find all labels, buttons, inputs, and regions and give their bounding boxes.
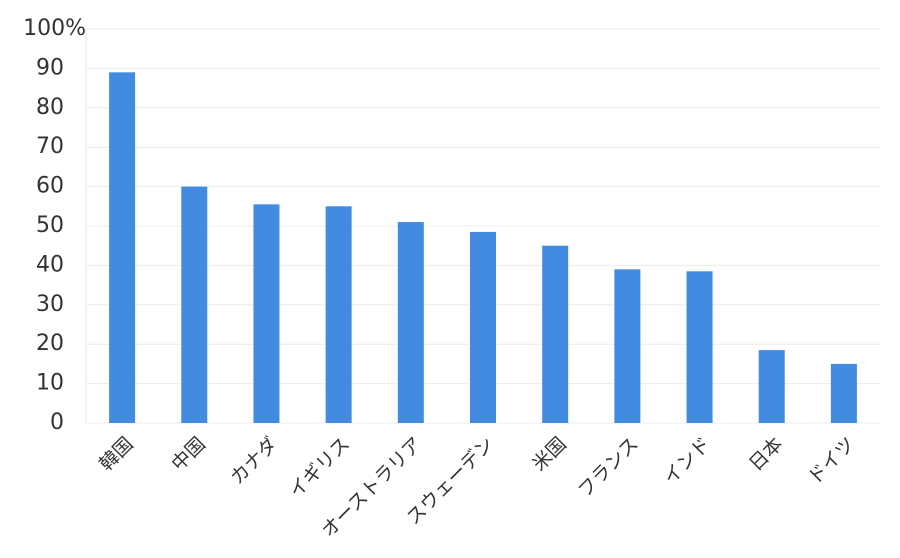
x-tick-label: 日本 [745, 433, 787, 475]
x-tick-label: インド [659, 433, 715, 489]
bar [542, 245, 569, 423]
y-tick-label: 80 [36, 95, 64, 120]
y-tick-label: 50 [36, 213, 64, 238]
y-tick-label: 70 [36, 134, 64, 159]
y-tick-label: 20 [36, 331, 64, 356]
y-tick-label: 0 [50, 410, 64, 435]
bar [253, 204, 280, 423]
x-tick-label: 米国 [528, 433, 570, 475]
bar [109, 72, 136, 423]
bar [614, 269, 641, 423]
x-tick-label: フランス [574, 433, 643, 502]
x-tick-label: ドイツ [804, 433, 860, 489]
bar [181, 186, 208, 423]
y-tick-label: 40 [36, 252, 64, 277]
y-tick-label: 100% [23, 16, 86, 41]
x-tick-label: イギリス [285, 433, 354, 502]
y-tick-label: 30 [36, 292, 64, 317]
bar [830, 363, 857, 423]
x-tick-label: 韓国 [95, 433, 137, 475]
y-tick-label: 10 [36, 371, 64, 396]
bar [686, 271, 713, 423]
y-tick-label: 90 [36, 55, 64, 80]
bar [470, 231, 496, 423]
y-tick-label: 60 [36, 174, 64, 199]
bar [397, 222, 424, 423]
bar [325, 206, 352, 423]
x-tick-label: カナダ [226, 433, 282, 489]
bar [758, 350, 785, 423]
x-tick-label: 中国 [167, 433, 209, 475]
